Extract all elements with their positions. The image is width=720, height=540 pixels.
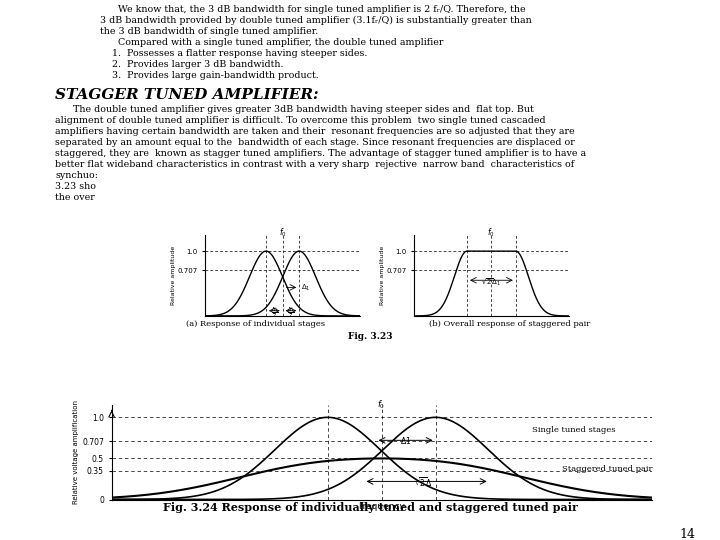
Text: Fig. 3.24 Response of individually tuned and staggered tuned pair: Fig. 3.24 Response of individually tuned… [163, 502, 577, 513]
X-axis label: Frequency: Frequency [358, 502, 405, 511]
Text: We know that, the 3 dB bandwidth for single tuned amplifier is 2 fᵣ/Q. Therefore: We know that, the 3 dB bandwidth for sin… [100, 5, 526, 14]
Text: better flat wideband characteristics in contrast with a very sharp  rejective  n: better flat wideband characteristics in … [55, 160, 575, 169]
Text: 1.  Possesses a flatter response having steeper sides.: 1. Possesses a flatter response having s… [100, 49, 367, 58]
Y-axis label: Relative amplitude: Relative amplitude [171, 246, 176, 305]
Text: the over: the over [55, 193, 95, 202]
Text: (a) Response of individual stages: (a) Response of individual stages [186, 320, 325, 328]
Text: $\Delta 1$: $\Delta 1$ [400, 435, 411, 446]
Text: 3 dB bandwidth provided by double tuned amplifier (3.1fᵣ/Q) is substantially gre: 3 dB bandwidth provided by double tuned … [100, 16, 532, 25]
Text: Single tuned stages: Single tuned stages [531, 426, 615, 434]
Text: $f_0$: $f_0$ [377, 399, 386, 411]
Text: (b) Overall response of staggered pair: (b) Overall response of staggered pair [429, 320, 590, 328]
Text: $\Delta_1$: $\Delta_1$ [302, 283, 311, 293]
Text: STAGGER TUNED AMPLIFIER:: STAGGER TUNED AMPLIFIER: [55, 88, 319, 102]
Text: Compared with a single tuned amplifier, the double tuned amplifier: Compared with a single tuned amplifier, … [100, 38, 444, 47]
Text: $f_0$: $f_0$ [279, 226, 287, 239]
Text: $\sqrt{2}\Delta$: $\sqrt{2}\Delta$ [414, 476, 433, 489]
Text: 2.  Provides larger 3 dB bandwidth.: 2. Provides larger 3 dB bandwidth. [100, 60, 284, 69]
Text: synchuo:: synchuo: [55, 171, 98, 180]
Text: $\frac{\Delta_1}{2}$: $\frac{\Delta_1}{2}$ [271, 306, 278, 321]
Text: $f_0$: $f_0$ [487, 226, 495, 239]
Text: The double tuned amplifier gives greater 3dB bandwidth having steeper sides and : The double tuned amplifier gives greater… [55, 105, 534, 114]
Text: 3.  Provides large gain-bandwidth product.: 3. Provides large gain-bandwidth product… [100, 71, 319, 80]
Text: 3.23 sho: 3.23 sho [55, 182, 96, 191]
Y-axis label: Relative amplitude: Relative amplitude [379, 246, 384, 305]
Text: $\frac{\Delta_1}{2}$: $\frac{\Delta_1}{2}$ [287, 306, 294, 321]
Y-axis label: Relative voltage amplification: Relative voltage amplification [73, 400, 79, 504]
Text: staggered, they are  known as stagger tuned amplifiers. The advantage of stagger: staggered, they are known as stagger tun… [55, 149, 586, 158]
Text: separated by an amount equal to the  bandwidth of each stage. Since resonant fre: separated by an amount equal to the band… [55, 138, 575, 147]
Text: $\sqrt{2}\Delta_1$: $\sqrt{2}\Delta_1$ [482, 276, 501, 288]
Text: the 3 dB bandwidth of single tuned amplifier.: the 3 dB bandwidth of single tuned ampli… [100, 27, 318, 36]
Text: Staggered tuned pair: Staggered tuned pair [562, 465, 652, 472]
Text: Fig. 3.23: Fig. 3.23 [348, 332, 392, 341]
Text: amplifiers having certain bandwidth are taken and their  resonant frequencies ar: amplifiers having certain bandwidth are … [55, 127, 575, 136]
Text: 14: 14 [679, 528, 695, 540]
Text: alignment of double tuned amplifier is difficult. To overcome this problem  two : alignment of double tuned amplifier is d… [55, 116, 546, 125]
